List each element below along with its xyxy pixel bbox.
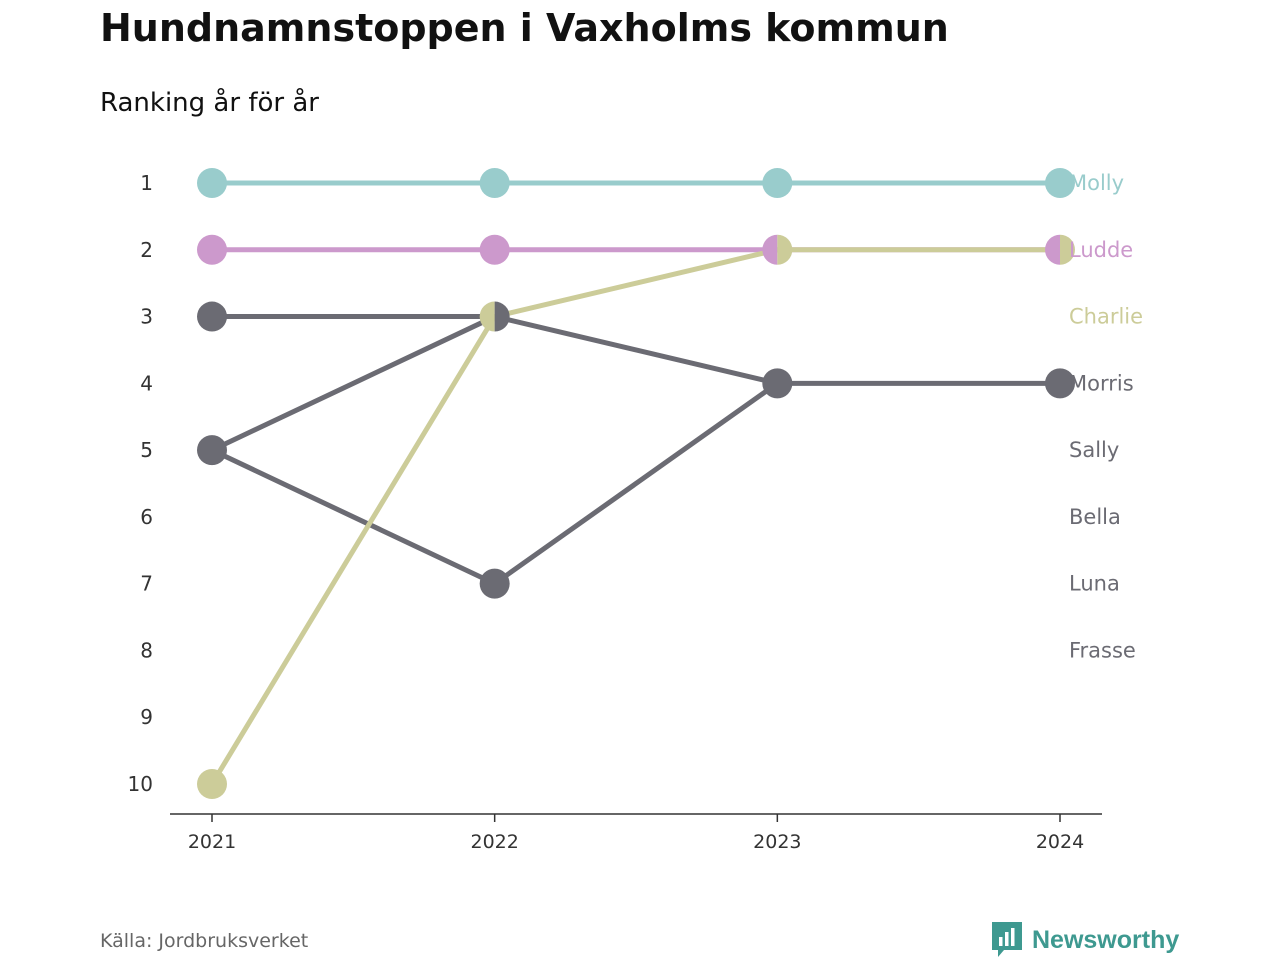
data-point-molly <box>762 168 793 198</box>
series-points <box>197 168 1075 799</box>
data-point-molly <box>197 168 227 198</box>
source-note: Källa: Jordbruksverket <box>100 930 309 952</box>
data-point-ludde-charlie-left <box>1045 234 1060 265</box>
data-point-molly <box>1045 168 1075 198</box>
y-tick-label: 9 <box>140 705 153 729</box>
x-tick-label: 2022 <box>470 831 518 853</box>
series-lines <box>209 180 1063 787</box>
series-label-morris: Morris <box>1069 371 1134 395</box>
data-point-molly <box>479 168 510 198</box>
y-tick-label: 1 <box>140 171 153 195</box>
series-label-sally: Sally <box>1069 438 1119 462</box>
y-tick-label: 5 <box>140 438 153 462</box>
x-tick-label: 2023 <box>753 831 801 853</box>
data-point-morris <box>1045 368 1075 399</box>
data-point-morris <box>197 301 227 332</box>
series-label-luna: Luna <box>1069 572 1120 596</box>
series-label-ludde: Ludde <box>1069 238 1133 262</box>
data-point-charlie <box>197 769 227 799</box>
data-point-morris-sally <box>762 368 793 399</box>
y-tick-label: 6 <box>140 505 153 529</box>
data-point-charlie-morris-bella-right <box>494 301 510 332</box>
data-point-sally-bella <box>197 435 227 466</box>
y-tick-label: 8 <box>140 638 153 662</box>
series-label-bella: Bella <box>1069 505 1121 529</box>
data-point-ludde-charlie-left <box>762 234 778 265</box>
y-tick-label: 4 <box>140 371 153 395</box>
chart-subtitle: Ranking år för år <box>100 88 319 118</box>
series-label-molly: Molly <box>1069 171 1124 195</box>
x-tick-label: 2021 <box>188 831 236 853</box>
y-tick-label: 7 <box>140 572 153 596</box>
chart-title: Hundnamnstoppen i Vaxholms kommun <box>100 6 949 50</box>
data-point-ludde-charlie-right <box>1060 234 1075 265</box>
y-tick-label: 3 <box>140 305 153 329</box>
y-tick-label: 10 <box>128 772 153 796</box>
series-end-labels: Molly Ludde Charlie Morris Sally Bella Luna Fra… <box>1069 171 1143 662</box>
axes: 2021 2022 2023 2024 1 2 3 4 5 6 7 8 9 10 <box>128 171 1102 853</box>
brand-name: Newsworthy <box>1032 925 1180 954</box>
series-line-bella <box>209 314 498 453</box>
newsworthy-logo-icon <box>992 922 1022 957</box>
data-point-charlie-morris-bella-left <box>479 301 495 332</box>
brand-logo[interactable]: Newsworthy <box>992 922 1179 958</box>
data-point-sally <box>479 568 510 599</box>
data-point-ludde-charlie-right <box>777 234 793 265</box>
series-line-morris <box>209 314 1063 386</box>
series-line-charlie <box>209 247 1063 787</box>
series-label-charlie: Charlie <box>1069 305 1143 329</box>
y-tick-label: 2 <box>140 238 153 262</box>
data-point-ludde <box>479 234 510 265</box>
x-tick-label: 2024 <box>1036 831 1084 853</box>
series-label-frasse: Frasse <box>1069 638 1136 662</box>
series-line-sally <box>209 380 780 587</box>
data-point-ludde <box>197 234 227 265</box>
